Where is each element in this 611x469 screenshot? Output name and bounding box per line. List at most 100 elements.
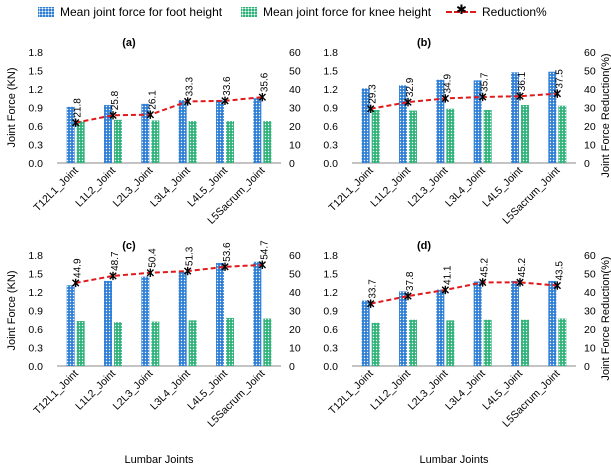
- y2-tick-label: 60: [584, 250, 596, 262]
- reduction-data-label: 41.1: [442, 265, 453, 285]
- y-tick-label: 1.8: [323, 47, 338, 59]
- reduction-data-label: 36.1: [517, 71, 528, 91]
- chart-panel-4: (d) 0.0 0.3 0.6 0.9 1.2 1.5 1.8 0 10 20 30 40 50 60 Joi…: [323, 240, 611, 466]
- bar-foot-height: [141, 103, 150, 163]
- bar-knee-height: [558, 318, 567, 366]
- reduction-marker: [146, 268, 155, 277]
- reduction-data-label: 54.7: [259, 240, 270, 260]
- reduction-data-label: 29.3: [368, 84, 379, 104]
- bar-knee-height: [521, 319, 529, 366]
- y2-tick-label: 50: [289, 269, 301, 281]
- chart-panel-3: (c) 0.0 0.3 0.6 0.9 1.2 1.5 1.8 0 10 20 30 40 50 60 Joi…: [6, 240, 301, 466]
- reduction-marker: [516, 278, 524, 287]
- reduction-data-label: 35.6: [259, 72, 270, 92]
- legend-reduction-label: Reduction%: [482, 5, 547, 19]
- y-tick-label: 1.5: [323, 269, 338, 281]
- bar-foot-height: [104, 105, 112, 163]
- reduction-marker: [478, 92, 487, 102]
- panel-label: (a): [122, 37, 136, 49]
- reduction-marker: [146, 110, 155, 119]
- panel-label: (b): [417, 37, 431, 49]
- bar-foot-height: [253, 98, 262, 163]
- y-tick-label: 1.2: [28, 84, 43, 96]
- reduction-marker: [516, 92, 524, 101]
- legend-reduction-line: [446, 11, 476, 15]
- reduction-data-label: 45.2: [480, 257, 491, 277]
- x-tick-label: T12L1_Joint: [31, 368, 80, 417]
- reduction-line: [75, 96, 263, 124]
- bar-foot-height: [361, 88, 370, 163]
- legend-foot-label: Mean joint force for foot height: [60, 5, 223, 19]
- bar-knee-height: [371, 109, 380, 163]
- y-tick-label: 1.2: [323, 287, 338, 299]
- reduction-marker: [109, 271, 117, 281]
- bar-foot-height: [399, 85, 407, 163]
- reduction-marker: [441, 94, 450, 103]
- panel-label: (c): [122, 240, 136, 252]
- y2-tick-label: 20: [289, 121, 301, 133]
- reduction-marker: [478, 278, 487, 287]
- bar-knee-height: [483, 319, 492, 366]
- legend-foot-swatch: [38, 7, 54, 17]
- reduction-data-label: 25.8: [110, 90, 121, 110]
- reduction-marker: [183, 97, 192, 106]
- y-tick-label: 1.5: [28, 66, 43, 78]
- y2-tick-label: 40: [584, 84, 596, 96]
- bar-knee-height: [114, 119, 122, 163]
- reduction-data-label: 26.1: [147, 90, 158, 110]
- y2-tick-label: 30: [584, 103, 596, 115]
- bar-foot-height: [216, 263, 224, 366]
- y-tick-label: 0.0: [28, 361, 43, 373]
- y-tick-label: 0.9: [323, 306, 338, 318]
- y2-tick-label: 40: [289, 84, 301, 96]
- bar-knee-height: [558, 105, 567, 163]
- y-tick-label: 1.5: [323, 66, 338, 78]
- chart-legend: Mean joint force for foot height Mean jo…: [0, 2, 611, 22]
- y-tick-label: 1.8: [323, 250, 338, 262]
- y-axis-title: Joint Force (KN): [6, 270, 18, 350]
- bar-foot-height: [216, 100, 224, 163]
- bar-foot-height: [473, 80, 482, 163]
- y-tick-label: 0.3: [28, 140, 43, 152]
- y-tick-label: 0.6: [28, 324, 43, 336]
- y2-tick-label: 0: [289, 158, 295, 170]
- bar-foot-height: [473, 281, 482, 366]
- bar-knee-height: [151, 321, 160, 366]
- y-tick-label: 0.3: [28, 343, 43, 355]
- reduction-data-label: 50.4: [147, 248, 158, 268]
- y-tick-label: 0.3: [323, 343, 338, 355]
- y-tick-label: 1.8: [28, 250, 43, 262]
- reduction-line: [370, 92, 558, 110]
- bar-knee-height: [483, 109, 492, 163]
- y2-tick-label: 40: [584, 287, 596, 299]
- bar-foot-height: [141, 276, 150, 366]
- bar-knee-height: [409, 110, 417, 163]
- reduction-marker: [71, 278, 80, 288]
- reduction-data-label: 51.3: [185, 246, 196, 266]
- reduction-data-label: 45.2: [517, 257, 528, 277]
- y-tick-label: 0.9: [28, 306, 43, 318]
- reduction-marker: [258, 260, 267, 270]
- bar-foot-height: [66, 106, 75, 163]
- reduction-marker: [183, 266, 192, 276]
- reduction-marker: [404, 291, 412, 301]
- y2-tick-label: 60: [289, 47, 301, 59]
- bar-knee-height: [226, 121, 234, 163]
- bar-foot-height: [178, 100, 187, 163]
- reduction-data-label: 33.6: [222, 76, 233, 96]
- y2-tick-label: 0: [584, 361, 590, 373]
- y-tick-label: 0.0: [323, 361, 338, 373]
- reduction-data-label: 21.8: [73, 98, 84, 118]
- y2-tick-label: 30: [584, 306, 596, 318]
- y-tick-label: 1.5: [28, 269, 43, 281]
- y2-tick-label: 0: [289, 361, 295, 373]
- bar-knee-height: [188, 320, 197, 366]
- reduction-data-label: 48.7: [110, 251, 121, 271]
- legend-knee-swatch: [241, 7, 257, 17]
- bar-foot-height: [511, 280, 519, 366]
- bar-foot-height: [436, 79, 445, 163]
- y2-axis-title: Joint Force Reduction(%): [600, 53, 611, 177]
- legend-reduction-marker: ✱: [456, 2, 467, 17]
- y2-tick-label: 20: [584, 324, 596, 336]
